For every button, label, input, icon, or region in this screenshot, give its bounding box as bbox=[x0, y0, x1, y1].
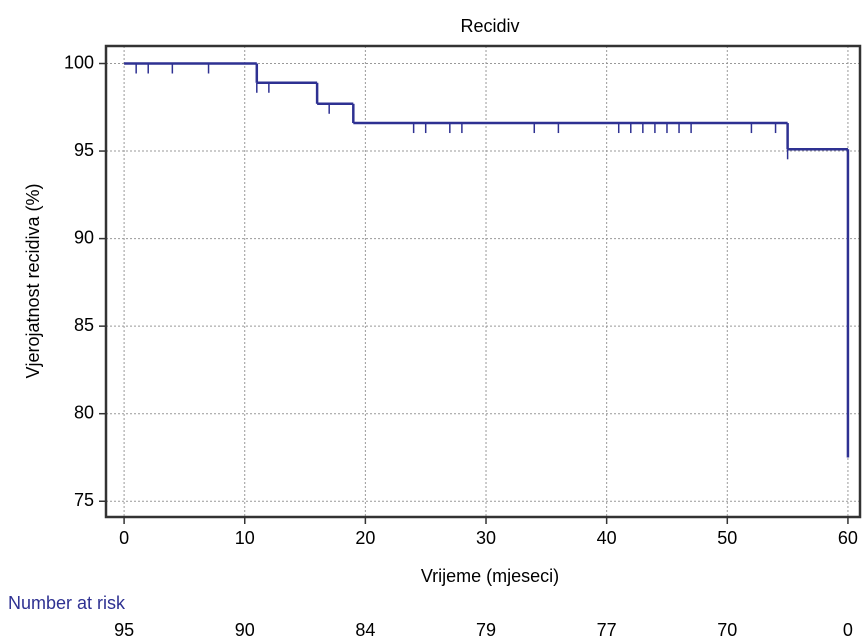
y-tick-label: 80 bbox=[74, 402, 94, 422]
x-tick-label: 40 bbox=[597, 528, 617, 548]
risk-value: 90 bbox=[235, 620, 255, 639]
y-tick-label: 90 bbox=[74, 227, 94, 247]
risk-value: 79 bbox=[476, 620, 496, 639]
x-tick-label: 30 bbox=[476, 528, 496, 548]
y-tick-label: 75 bbox=[74, 490, 94, 510]
y-axis-label: Vjerojatnost recidiva (%) bbox=[23, 183, 43, 378]
x-tick-label: 10 bbox=[235, 528, 255, 548]
risk-value: 95 bbox=[114, 620, 134, 639]
risk-value: 70 bbox=[717, 620, 737, 639]
y-tick-label: 95 bbox=[74, 140, 94, 160]
x-tick-label: 50 bbox=[717, 528, 737, 548]
risk-value: 84 bbox=[355, 620, 375, 639]
plot-frame bbox=[104, 44, 862, 519]
x-tick-label: 20 bbox=[355, 528, 375, 548]
x-tick-label: 0 bbox=[119, 528, 129, 548]
risk-value: 0 bbox=[843, 620, 853, 639]
x-axis-label: Vrijeme (mjeseci) bbox=[421, 566, 559, 586]
y-tick-label: 100 bbox=[64, 52, 94, 72]
risk-value: 77 bbox=[597, 620, 617, 639]
risk-label: Number at risk bbox=[8, 593, 126, 613]
chart-title: Recidiv bbox=[460, 16, 519, 36]
y-tick-label: 85 bbox=[74, 315, 94, 335]
x-tick-label: 60 bbox=[838, 528, 858, 548]
